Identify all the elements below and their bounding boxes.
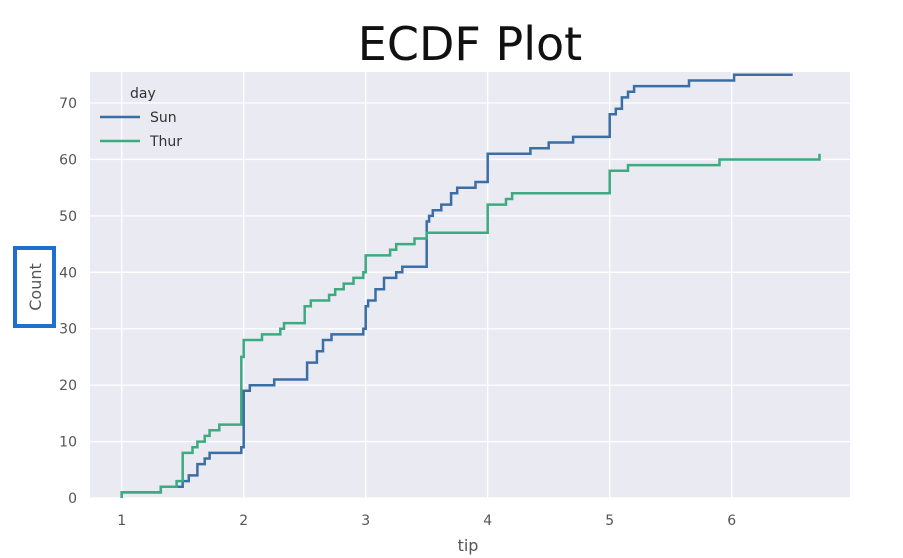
legend: day Sun Thur: [100, 86, 182, 150]
x-tick-label: 6: [727, 513, 736, 529]
y-tick-label: 10: [59, 435, 77, 451]
y-tick-label: 20: [59, 378, 77, 394]
x-tick-label: 3: [361, 513, 370, 529]
y-tick-labels: 0 10 20 30 40 50 60 70: [59, 96, 77, 507]
series-line-thur: [120, 153, 821, 498]
series-layer: [120, 73, 821, 498]
y-tick-label: 40: [59, 265, 77, 281]
y-tick-label: 0: [68, 491, 77, 507]
x-tick-label: 4: [483, 513, 492, 529]
y-tick-label: 60: [59, 152, 77, 168]
x-axis-label: tip: [458, 536, 479, 555]
legend-label-sun: Sun: [150, 110, 177, 126]
y-tick-label: 50: [59, 209, 77, 225]
y-tick-label: 30: [59, 322, 77, 338]
plot-area: [90, 72, 850, 498]
series-line-sun: [120, 73, 793, 498]
x-tick-label: 5: [605, 513, 614, 529]
x-tick-label: 1: [117, 513, 126, 529]
legend-title: day: [130, 86, 156, 102]
y-tick-label: 70: [59, 96, 77, 112]
y-axis-label: Count: [26, 263, 45, 311]
x-tick-labels: 1 2 3 4 5 6: [117, 513, 736, 529]
ylabel-highlight-box: [13, 246, 56, 328]
legend-label-thur: Thur: [149, 134, 182, 150]
x-grid: [121, 72, 733, 498]
chart-title: ECDF Plot: [358, 17, 582, 71]
x-tick-label: 2: [239, 513, 248, 529]
